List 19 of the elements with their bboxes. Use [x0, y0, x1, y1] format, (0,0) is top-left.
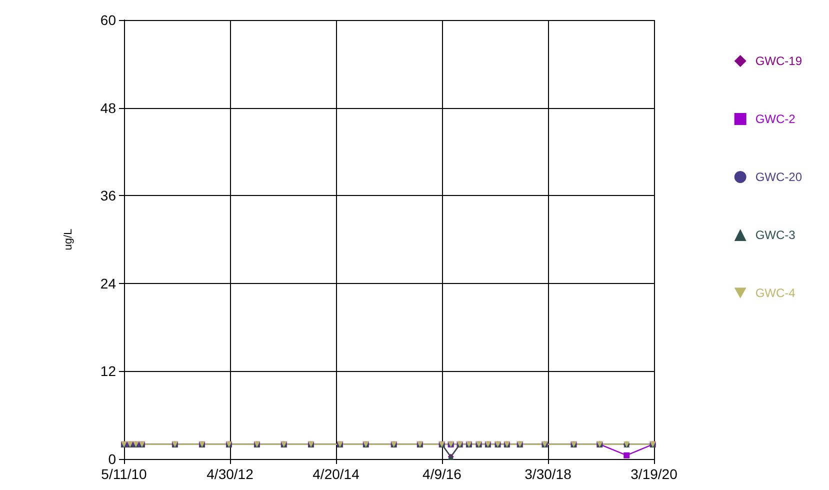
x-tick-label: 4/20/14	[312, 466, 360, 482]
y-axis-title: ug/L	[62, 228, 74, 250]
x-tick-label: 4/30/12	[206, 466, 254, 482]
legend-label: GWC-2	[755, 112, 796, 126]
y-tick-label: 12	[100, 363, 116, 380]
legend-label: GWC-3	[755, 228, 796, 242]
x-tick-label: 3/19/20	[630, 466, 678, 482]
x-tick-label: 4/9/16	[422, 466, 462, 482]
y-tick-label: 36	[100, 188, 116, 204]
legend-label: GWC-20	[755, 170, 802, 184]
x-tick-label: 5/11/10	[101, 466, 148, 482]
point	[624, 452, 630, 458]
x-tick-label: 3/30/18	[524, 466, 572, 482]
y-tick-label: 0	[108, 451, 116, 467]
y-tick-label: 60	[100, 12, 116, 28]
legend-label: GWC-4	[755, 286, 796, 300]
y-tick-label: 24	[100, 275, 116, 292]
y-tick-label: 48	[100, 100, 116, 116]
legend-label: GWC-19	[755, 54, 802, 68]
